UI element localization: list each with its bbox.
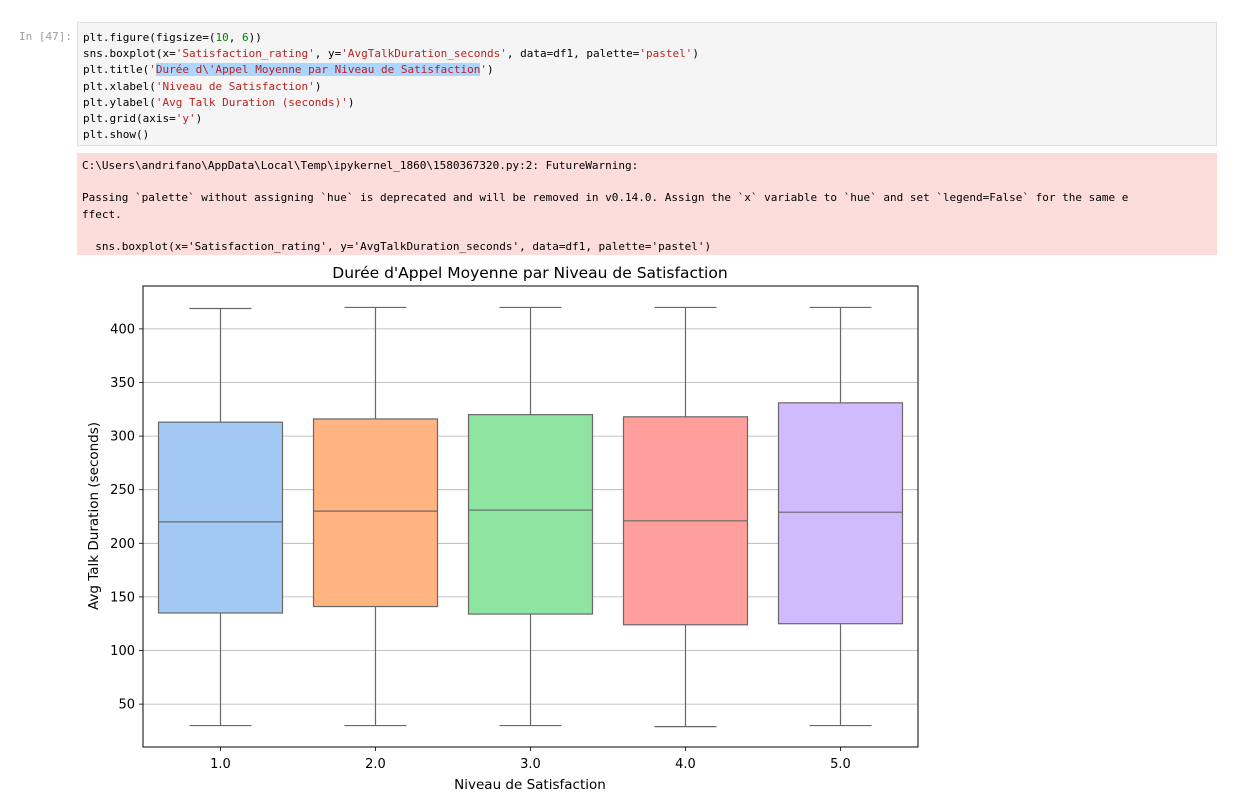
warning-line: sns.boxplot(x='Satisfaction_rating', y='… [82, 239, 712, 253]
box-group-2.0 [312, 306, 439, 727]
warning-output: C:\Users\andrifano\AppData\Local\Temp\ip… [77, 153, 1217, 255]
code-line: plt.xlabel('Niveau de Satisfaction') [83, 79, 1211, 95]
code-token: sns.boxplot(x= [83, 47, 176, 61]
code-token: ) [314, 79, 322, 93]
code-token: ' [149, 63, 156, 77]
code-line: plt.show() [83, 127, 1211, 143]
code-token: 'Niveau de Satisfaction' [155, 79, 315, 93]
box-group-4.0 [622, 306, 749, 728]
iqr-box [777, 402, 904, 625]
code-line: plt.ylabel('Avg Talk Duration (seconds)'… [83, 95, 1211, 111]
box-group-5.0 [777, 306, 904, 727]
code-token: ) [195, 111, 203, 125]
y-tick-label: 250 [110, 483, 135, 498]
code-token: plt.ylabel( [83, 95, 156, 109]
code-line: plt.grid(axis='y') [83, 111, 1211, 127]
code-token: 10 [215, 31, 229, 44]
code-line: plt.title('Durée d\'Appel Moyenne par Ni… [83, 62, 1211, 78]
code-token: 'y' [175, 111, 196, 125]
y-axis-label: Avg Talk Duration (seconds) [86, 422, 102, 610]
warning-line: Passing `palette` without assigning `hue… [82, 191, 1129, 205]
code-token: ) [347, 95, 355, 109]
x-axis-label: Niveau de Satisfaction [454, 777, 606, 793]
code-token: ) [487, 63, 494, 77]
y-tick-label: 300 [110, 430, 135, 445]
code-cell[interactable]: plt.figure(figsize=(10, 6)) sns.boxplot(x… [77, 22, 1217, 146]
code-token: plt.figure(figsize=( [83, 31, 216, 44]
code-token: ) [692, 47, 699, 61]
code-token: ' [480, 63, 487, 77]
code-token: 'Satisfaction_rating' [175, 47, 315, 61]
iqr-box [157, 421, 284, 614]
code-token: 6 [241, 31, 249, 44]
x-tick-label: 4.0 [675, 757, 696, 772]
y-tick-label: 150 [110, 590, 135, 605]
code-token: plt.show() [83, 128, 150, 142]
code-token: , y= [314, 47, 342, 61]
y-tick-label: 100 [110, 644, 135, 659]
warning-line [82, 223, 1212, 239]
chart-title: Durée d'Appel Moyenne par Niveau de Sati… [332, 264, 727, 282]
y-tick-label: 200 [110, 537, 135, 552]
y-tick-label: 350 [110, 376, 135, 391]
x-tick-label: 3.0 [520, 757, 541, 772]
code-token: 'pastel' [639, 47, 693, 61]
code-token: Durée d\'Appel Moyenne par Niveau de Sat… [155, 63, 481, 77]
code-token: 'Avg Talk Duration (seconds)' [155, 95, 348, 109]
warning-line: ffect. [82, 207, 122, 221]
warning-line [82, 174, 1212, 190]
code-token: plt.xlabel( [83, 79, 156, 93]
cell-prompt: In [47]: [19, 30, 72, 43]
box-group-1.0 [157, 307, 284, 727]
code-token: , data=df1, palette= [506, 47, 640, 61]
iqr-box [312, 418, 439, 608]
y-tick-label: 50 [118, 698, 135, 713]
code-token: )) [248, 31, 262, 44]
code-token: , [228, 31, 242, 44]
code-line: sns.boxplot(x='Satisfaction_rating', y='… [83, 46, 1211, 62]
code-line: plt.figure(figsize=(10, 6)) [83, 30, 1211, 46]
iqr-box [467, 414, 594, 615]
x-tick-label: 1.0 [210, 757, 231, 772]
warning-line: C:\Users\andrifano\AppData\Local\Temp\ip… [82, 159, 639, 172]
code-token: plt.title( [83, 63, 150, 77]
x-tick-label: 2.0 [365, 757, 386, 772]
boxplot-chart: 50 100 150 200 250 300 350 400 1.0 2.0 3.0 4.0 5.0 D… [86, 264, 919, 793]
code-token: plt.grid(axis= [83, 111, 176, 125]
y-tick-label: 400 [110, 322, 135, 337]
code-token: 'AvgTalkDuration_seconds' [341, 47, 507, 61]
box-group-3.0 [467, 306, 594, 727]
x-tick-label: 5.0 [830, 757, 851, 772]
